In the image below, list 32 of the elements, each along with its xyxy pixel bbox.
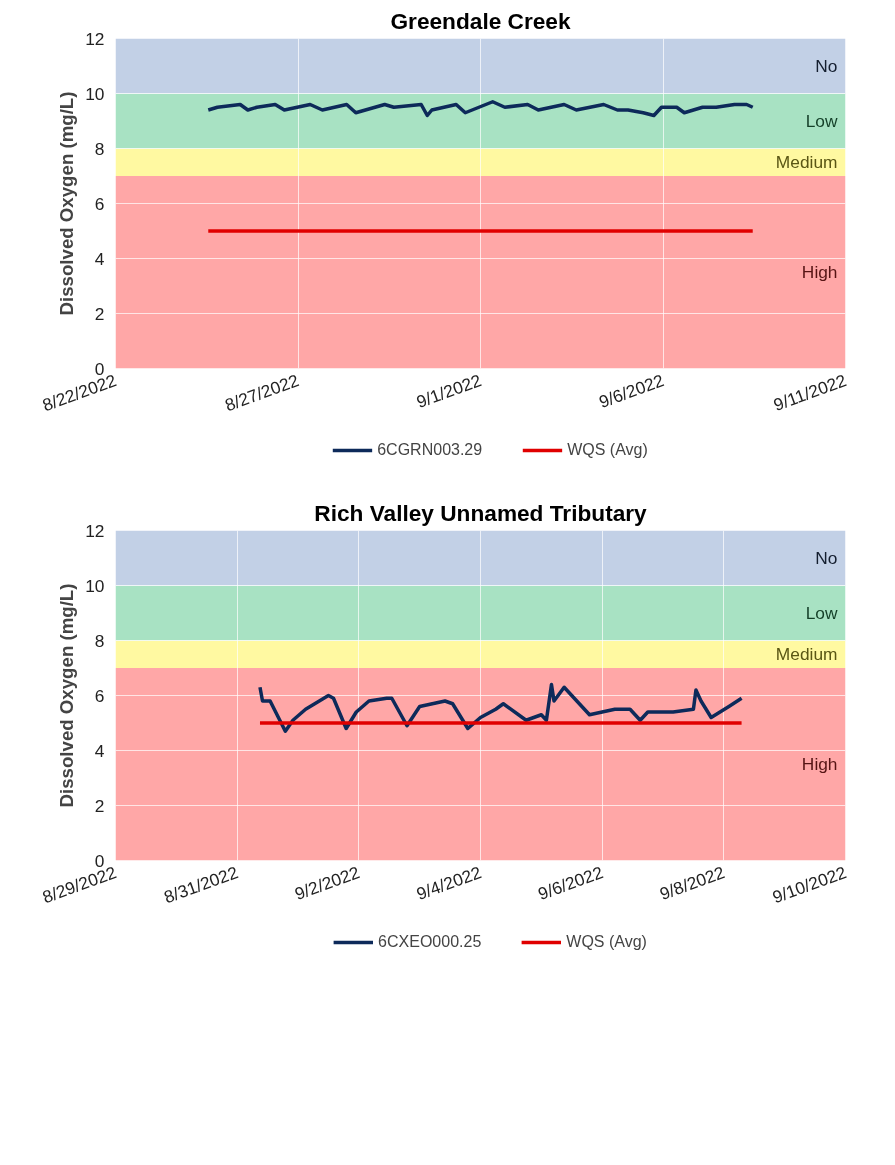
band-label: Medium <box>775 152 838 173</box>
y-axis-title: Dissolved Oxygen (mg/L) <box>56 583 78 808</box>
y-tick-label: 6 <box>94 193 105 214</box>
y-tick-label: 2 <box>94 303 105 324</box>
y-tick-label: 4 <box>94 248 105 269</box>
band-label: No <box>815 56 838 76</box>
band-label: No <box>815 548 838 568</box>
y-tick-label: 0 <box>94 850 105 871</box>
y-tick-label: 4 <box>94 740 105 761</box>
chart-title: Greendale Creek <box>390 7 571 34</box>
chart-title: Rich Valley Unnamed Tributary <box>314 499 648 526</box>
y-tick-label: 8 <box>94 630 105 651</box>
band-label: High <box>801 754 838 775</box>
y-tick-label: 6 <box>94 685 105 706</box>
band-label: Low <box>805 111 838 131</box>
band-label: Low <box>805 603 838 623</box>
band-label: Medium <box>775 644 838 665</box>
legend-label: WQS (Avg) <box>567 440 648 459</box>
y-tick-label: 0 <box>94 358 105 379</box>
line-series <box>258 682 744 733</box>
y-tick-label: 2 <box>94 795 105 816</box>
y-axis-title: Dissolved Oxygen (mg/L) <box>56 91 78 316</box>
y-tick-label: 12 <box>85 520 105 541</box>
y-tick-label: 12 <box>85 28 105 49</box>
y-tick-label: 8 <box>94 138 105 159</box>
legend-label: 6CGRN003.29 <box>377 440 483 459</box>
y-tick-label: 10 <box>85 83 105 104</box>
legend-label: 6CXEO000.25 <box>378 932 482 951</box>
legend-label: WQS (Avg) <box>566 932 647 951</box>
y-tick-label: 10 <box>85 575 105 596</box>
line-series <box>206 100 755 118</box>
band-label: High <box>801 262 838 283</box>
